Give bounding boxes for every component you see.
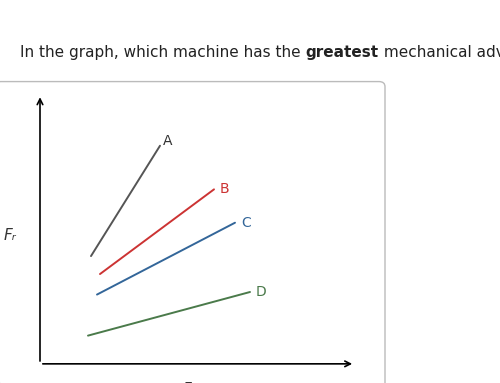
Text: mechanical advantage?: mechanical advantage? bbox=[378, 45, 500, 60]
Text: A: A bbox=[163, 134, 172, 147]
Text: greatest: greatest bbox=[306, 45, 378, 60]
Text: B: B bbox=[220, 182, 230, 196]
Text: Fᵣ: Fᵣ bbox=[4, 228, 16, 243]
Text: In the graph, which machine has the: In the graph, which machine has the bbox=[20, 45, 306, 60]
Text: D: D bbox=[256, 285, 266, 299]
Text: Fₑ: Fₑ bbox=[182, 382, 198, 383]
Text: C: C bbox=[241, 216, 250, 230]
